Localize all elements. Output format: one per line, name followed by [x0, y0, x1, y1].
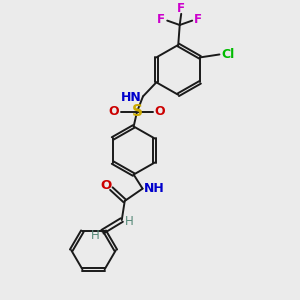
Text: O: O [154, 105, 165, 118]
Text: S: S [131, 104, 142, 119]
Text: F: F [177, 2, 185, 15]
Text: F: F [157, 13, 165, 26]
Text: O: O [100, 178, 112, 192]
Text: H: H [91, 229, 99, 242]
Text: NH: NH [144, 182, 165, 195]
Text: F: F [194, 13, 202, 26]
Text: Cl: Cl [221, 48, 234, 61]
Text: HN: HN [121, 92, 142, 104]
Text: H: H [125, 215, 134, 228]
Text: O: O [109, 105, 119, 118]
